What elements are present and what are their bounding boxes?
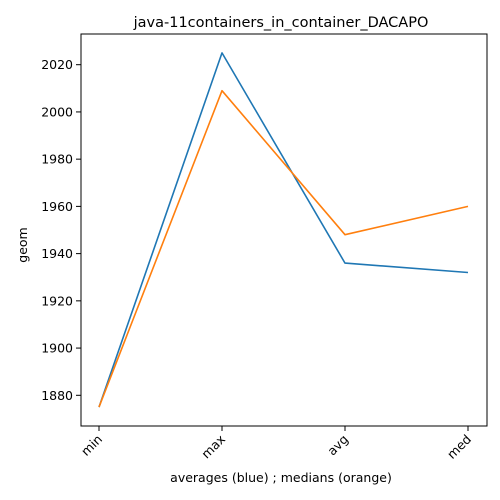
- axis-ticks: 1880 1900 1920 1940 1960 1980 2000 2020 min max av…: [41, 57, 474, 462]
- series-line-2: [98, 89, 469, 408]
- x-tick-label: min: [78, 432, 105, 459]
- chart-title: java-11containers_in_container_DACAPO: [133, 15, 429, 31]
- y-tick-label: 1960: [41, 199, 73, 214]
- series-line-1: [98, 52, 469, 408]
- y-tick-label: 1880: [41, 388, 73, 403]
- x-tick-label: avg: [324, 432, 351, 459]
- series-layer: [98, 52, 469, 408]
- y-tick-label: 1940: [41, 246, 73, 261]
- y-tick-label: 2000: [41, 104, 73, 119]
- x-axis-label: averages (blue) ; medians (orange): [170, 470, 392, 485]
- x-tick-label: max: [198, 432, 228, 462]
- plot-frame: [80, 33, 488, 427]
- y-axis-label: geom: [15, 227, 30, 262]
- y-tick-label: 1900: [41, 341, 73, 356]
- y-tick-label: 1920: [41, 293, 73, 308]
- x-tick-label: med: [444, 432, 474, 462]
- y-tick-label: 1980: [41, 152, 73, 167]
- y-tick-label: 2020: [41, 57, 73, 72]
